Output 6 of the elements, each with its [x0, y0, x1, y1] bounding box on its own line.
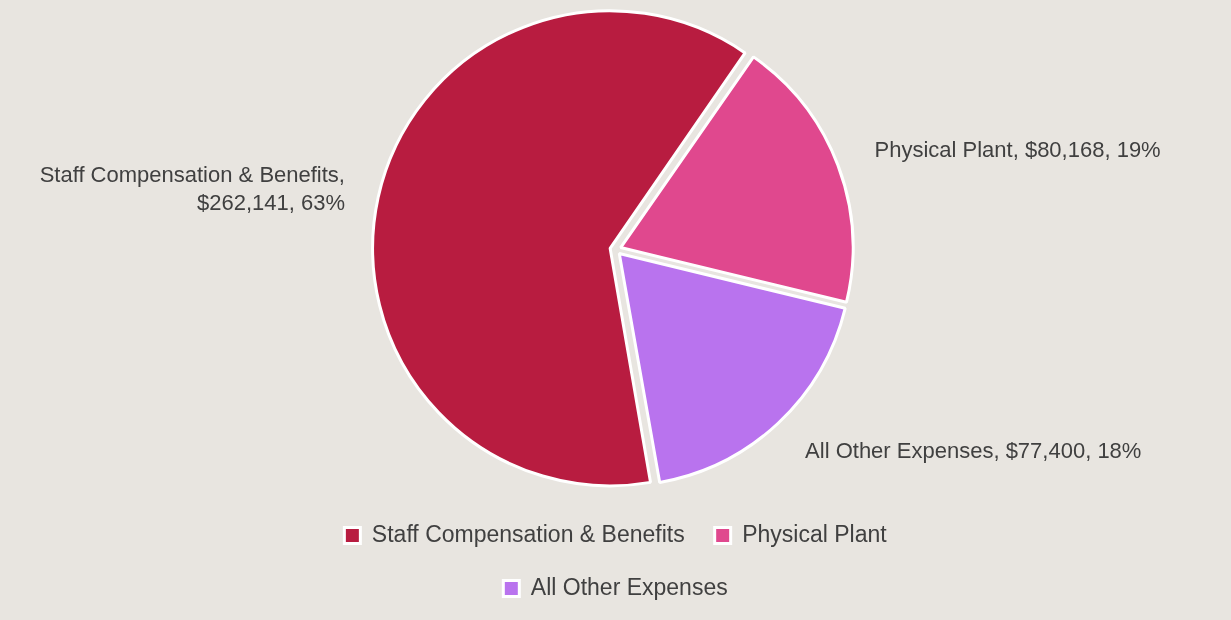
data-label: All Other Expenses, $77,400, 18%: [805, 437, 1142, 463]
legend-label: Physical Plant: [742, 520, 888, 547]
data-label: Staff Compensation & Benefits, $262,141, 63%: [39, 161, 345, 215]
legend-label: Staff Compensation & Benefits: [371, 520, 685, 547]
data-label: Physical Plant, $80,168, 19%: [874, 137, 1161, 163]
legend-label: All Other Expenses: [530, 573, 728, 600]
